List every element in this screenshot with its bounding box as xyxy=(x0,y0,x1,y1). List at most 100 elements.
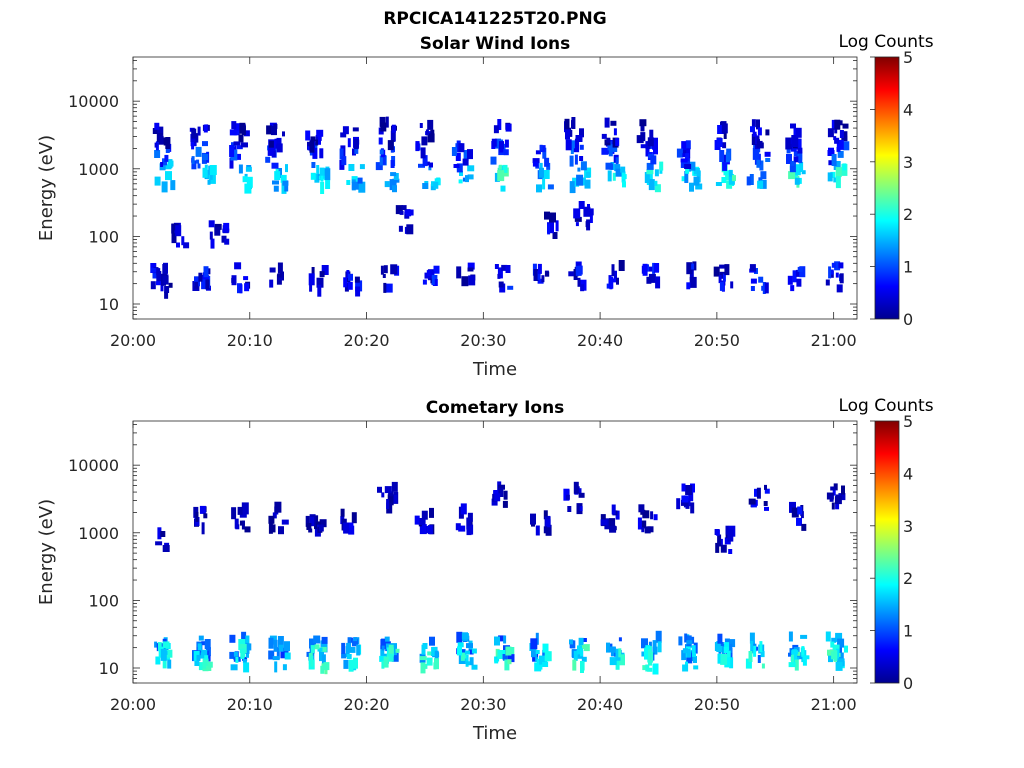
heatmap-cell xyxy=(241,520,245,530)
heatmap-cell xyxy=(305,130,311,141)
heatmap-cell xyxy=(243,130,250,137)
heatmap-cell xyxy=(723,130,727,139)
heatmap-cell xyxy=(653,147,658,155)
heatmap-cell xyxy=(692,261,697,271)
heatmap-cell xyxy=(728,176,735,185)
heatmap-cell xyxy=(842,163,847,171)
heatmap-cell xyxy=(319,519,327,528)
panel-title: Solar Wind Ions xyxy=(420,34,571,54)
heatmap-cell xyxy=(282,131,285,137)
heatmap-cell xyxy=(606,137,611,143)
heatmap-cell xyxy=(752,131,757,137)
heatmap-cell xyxy=(565,489,570,496)
heatmap-cell xyxy=(203,124,208,133)
colorbar-tick-label: 5 xyxy=(903,412,913,431)
heatmap-cell xyxy=(715,182,722,186)
heatmap-cell xyxy=(717,653,721,664)
heatmap-cell xyxy=(798,154,803,164)
x-tick-label: 20:30 xyxy=(460,695,506,714)
heatmap-cell xyxy=(749,174,754,185)
heatmap-cell xyxy=(271,126,277,136)
heatmap-cell xyxy=(578,492,585,498)
colorbar: Log Counts 0 1 2 3 4 5 xyxy=(838,32,933,329)
heatmap-cell xyxy=(745,658,752,669)
heatmap-cell xyxy=(611,264,615,277)
heatmap-cell xyxy=(381,643,385,651)
heatmap-cell xyxy=(797,147,803,154)
heatmap-cell xyxy=(191,128,197,139)
heatmap-cell xyxy=(608,144,613,157)
heatmap-cell xyxy=(722,161,728,171)
heatmap-cell xyxy=(427,133,435,143)
y-tick-label: 1000 xyxy=(78,160,119,179)
heatmap-cell xyxy=(209,231,213,240)
heatmap-cell xyxy=(460,652,465,661)
heatmap-cell xyxy=(762,282,766,294)
heatmap-cell xyxy=(194,276,200,287)
heatmap-cell xyxy=(503,490,508,500)
heatmap-cell xyxy=(835,176,841,189)
heatmap-cell xyxy=(468,649,474,655)
colorbar-tick-label: 3 xyxy=(903,517,913,536)
heatmap-cell xyxy=(285,164,288,173)
x-tick-label: 20:20 xyxy=(343,331,389,350)
heatmap-cell xyxy=(236,145,243,150)
heatmap-cell xyxy=(765,129,770,136)
heatmap-cell xyxy=(835,661,843,671)
heatmap-cell xyxy=(572,177,580,187)
heatmap-cell xyxy=(386,499,390,509)
heatmap-cell xyxy=(539,167,544,178)
heatmap-cell xyxy=(395,205,403,215)
heatmap-cell xyxy=(606,642,610,653)
heatmap-cell xyxy=(276,137,282,148)
heatmap-cell xyxy=(544,211,550,220)
heatmap-cell xyxy=(277,636,284,647)
heatmap-cell xyxy=(499,147,504,153)
heatmap-cell xyxy=(382,154,386,165)
heatmap-cell xyxy=(835,272,839,278)
heatmap-cell xyxy=(642,263,648,276)
heatmap-cell xyxy=(790,654,794,666)
heatmap-cell xyxy=(765,158,771,162)
heatmap-cell xyxy=(427,119,434,130)
heatmap-cell xyxy=(467,165,475,172)
heatmap-cell xyxy=(569,129,573,137)
heatmap-cell xyxy=(320,665,325,674)
heatmap-cell xyxy=(689,276,697,288)
heatmap-cell xyxy=(796,517,802,526)
heatmap-cell xyxy=(229,157,234,169)
heatmap-cell xyxy=(197,643,202,651)
heatmap-cell xyxy=(652,262,656,274)
heatmap-cell xyxy=(830,486,836,491)
heatmap-cell xyxy=(579,156,584,161)
heatmap-cell xyxy=(565,129,570,140)
heatmap-cell xyxy=(268,521,273,534)
heatmap-cell xyxy=(268,515,275,524)
heatmap-cell xyxy=(608,646,616,653)
heatmap-cell xyxy=(725,174,733,181)
heatmap-cell xyxy=(241,648,246,658)
heatmap-cell xyxy=(545,271,550,277)
heatmap-cell xyxy=(383,265,388,274)
heatmap-cell xyxy=(586,219,591,231)
heatmap-cell xyxy=(234,518,239,529)
heatmap-cell xyxy=(681,176,685,182)
heatmap-cell xyxy=(265,156,271,163)
heatmap-cell xyxy=(792,270,797,283)
heatmap-cell xyxy=(191,160,197,170)
heatmap-cell xyxy=(245,635,250,646)
heatmap-cell xyxy=(573,650,578,661)
heatmap-cell xyxy=(241,631,247,644)
heatmap-cell xyxy=(831,637,837,643)
heatmap-cell xyxy=(165,171,172,181)
heatmap-cell xyxy=(836,284,843,293)
heatmap-cell xyxy=(537,263,542,274)
heatmap-cell xyxy=(203,513,208,519)
heatmap-cell xyxy=(827,128,834,138)
heatmap-cell xyxy=(171,233,177,244)
heatmap-cell xyxy=(832,644,840,653)
heatmap-cell xyxy=(616,277,619,285)
heatmap-cell xyxy=(610,120,617,126)
heatmap-cell xyxy=(170,180,176,191)
colorbar-ticks: 0 1 2 3 4 5 xyxy=(870,412,913,693)
